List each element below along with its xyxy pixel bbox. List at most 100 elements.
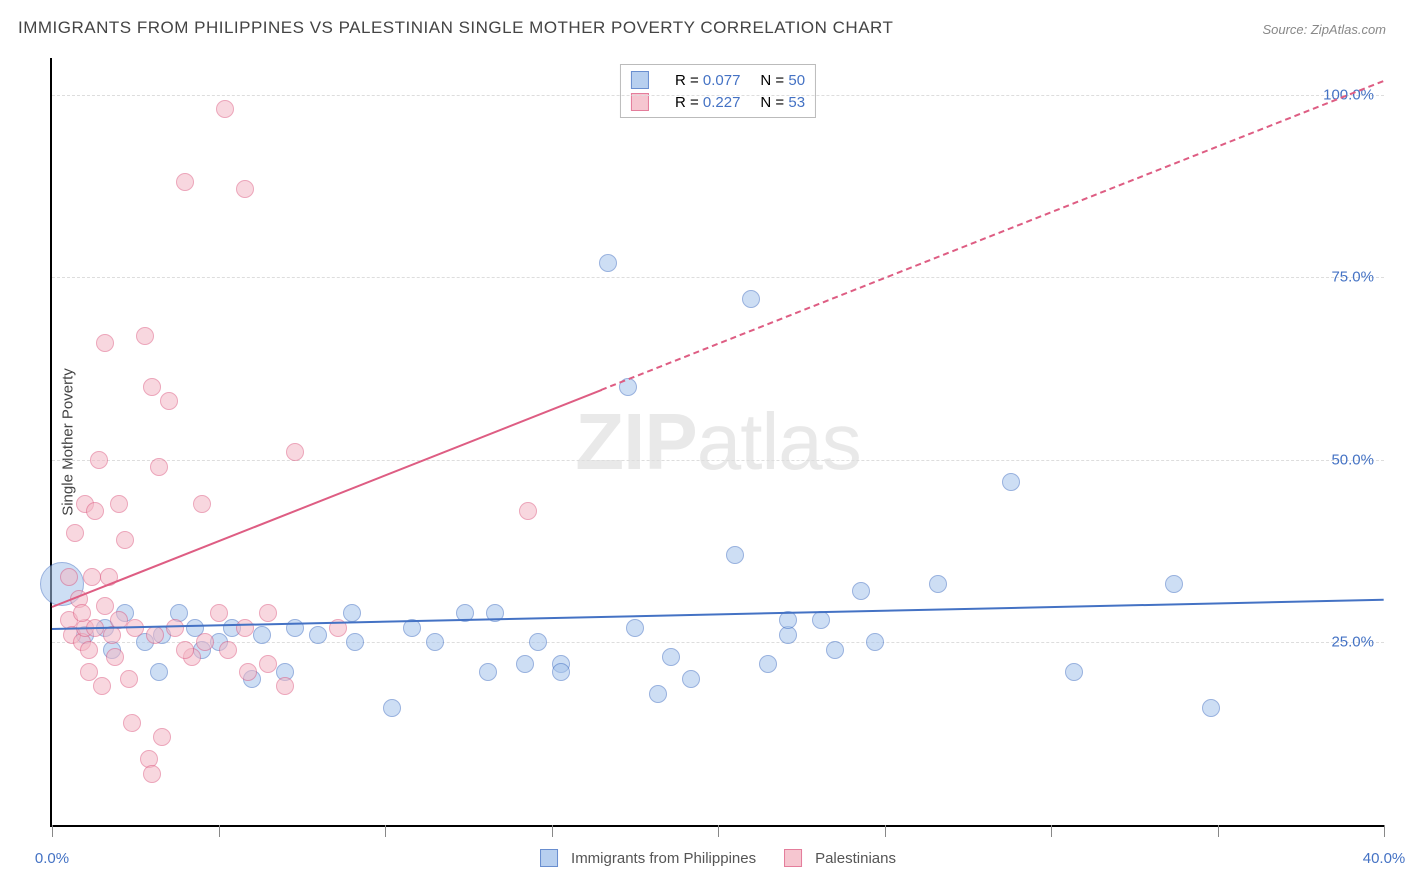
scatter-point	[759, 655, 777, 673]
plot-area: Single Mother Poverty ZIPatlas R = 0.077…	[50, 58, 1384, 827]
scatter-point	[779, 611, 797, 629]
legend-r-value-1: 0.077	[703, 72, 741, 89]
legend-bottom-label-1: Immigrants from Philippines	[571, 850, 756, 867]
scatter-point	[276, 677, 294, 695]
scatter-point	[682, 670, 700, 688]
scatter-point	[286, 619, 304, 637]
scatter-point	[1065, 663, 1083, 681]
scatter-point	[143, 378, 161, 396]
scatter-point	[519, 502, 537, 520]
scatter-point	[120, 670, 138, 688]
scatter-point	[136, 327, 154, 345]
scatter-point	[66, 524, 84, 542]
legend-n-value-1: 50	[788, 72, 805, 89]
scatter-point	[83, 568, 101, 586]
legend-n-value-2: 53	[788, 94, 805, 111]
scatter-point	[343, 604, 361, 622]
legend-swatch-series2	[631, 93, 649, 111]
y-tick-label: 25.0%	[1331, 634, 1374, 651]
scatter-point	[146, 626, 164, 644]
scatter-point	[239, 663, 257, 681]
legend-bottom-item: Immigrants from Philippines	[540, 849, 756, 867]
legend-swatch-series1	[631, 71, 649, 89]
x-tick-mark	[385, 825, 386, 837]
y-tick-label: 75.0%	[1331, 269, 1374, 286]
scatter-point	[649, 685, 667, 703]
scatter-point	[309, 626, 327, 644]
scatter-point	[253, 626, 271, 644]
x-tick-mark	[219, 825, 220, 837]
scatter-point	[110, 495, 128, 513]
scatter-point	[60, 568, 78, 586]
watermark-bold: ZIP	[575, 397, 696, 486]
watermark-light: atlas	[697, 397, 861, 486]
scatter-point	[243, 670, 261, 688]
watermark: ZIPatlas	[575, 396, 860, 488]
trend-line	[601, 80, 1384, 391]
scatter-point	[193, 495, 211, 513]
scatter-point	[779, 626, 797, 644]
x-tick-mark	[552, 825, 553, 837]
scatter-point	[116, 531, 134, 549]
scatter-point	[210, 604, 228, 622]
gridline-horizontal	[52, 277, 1384, 278]
legend-bottom-label-2: Palestinians	[815, 850, 896, 867]
scatter-point	[153, 728, 171, 746]
source-label: Source: ZipAtlas.com	[1262, 22, 1386, 37]
legend-stats-row: R = 0.077 N = 50	[621, 69, 815, 91]
legend-n-label: N =	[760, 72, 784, 89]
scatter-point	[166, 619, 184, 637]
scatter-point	[170, 604, 188, 622]
scatter-point	[1202, 699, 1220, 717]
legend-bottom-swatch-1	[540, 849, 558, 867]
scatter-point	[259, 655, 277, 673]
trend-line	[52, 389, 602, 608]
scatter-point	[96, 334, 114, 352]
scatter-point	[143, 765, 161, 783]
legend-r-label: R =	[675, 94, 699, 111]
scatter-point	[383, 699, 401, 717]
scatter-point	[76, 495, 94, 513]
scatter-point	[1002, 473, 1020, 491]
scatter-point	[183, 648, 201, 666]
legend-r-value-2: 0.227	[703, 94, 741, 111]
scatter-point	[236, 619, 254, 637]
scatter-point	[726, 546, 744, 564]
legend-stats-box: R = 0.077 N = 50 R = 0.227 N = 53	[620, 64, 816, 118]
gridline-horizontal	[52, 95, 1384, 96]
x-tick-mark	[1218, 825, 1219, 837]
scatter-point	[153, 626, 171, 644]
scatter-point	[123, 714, 141, 732]
scatter-point	[742, 290, 760, 308]
y-tick-label: 50.0%	[1331, 451, 1374, 468]
scatter-point	[223, 619, 241, 637]
scatter-point	[93, 677, 111, 695]
scatter-point	[186, 619, 204, 637]
scatter-point	[140, 750, 158, 768]
scatter-point	[276, 663, 294, 681]
scatter-point	[150, 663, 168, 681]
x-tick-mark	[1051, 825, 1052, 837]
scatter-point	[286, 443, 304, 461]
scatter-point	[116, 604, 134, 622]
x-tick-mark	[52, 825, 53, 837]
gridline-horizontal	[52, 460, 1384, 461]
scatter-point	[852, 582, 870, 600]
scatter-point	[150, 458, 168, 476]
legend-r-label: R =	[675, 72, 699, 89]
y-axis-label: Single Mother Poverty	[60, 368, 77, 516]
legend-bottom-item: Palestinians	[784, 849, 896, 867]
scatter-point	[259, 604, 277, 622]
scatter-point	[599, 254, 617, 272]
scatter-point	[216, 100, 234, 118]
scatter-point	[516, 655, 534, 673]
scatter-point	[479, 663, 497, 681]
scatter-point	[1165, 575, 1183, 593]
scatter-point	[176, 173, 194, 191]
scatter-point	[552, 663, 570, 681]
legend-bottom-swatch-2	[784, 849, 802, 867]
chart-title: IMMIGRANTS FROM PHILIPPINES VS PALESTINI…	[18, 18, 893, 38]
scatter-point	[96, 597, 114, 615]
scatter-point	[73, 604, 91, 622]
legend-bottom: Immigrants from Philippines Palestinians	[520, 849, 916, 867]
